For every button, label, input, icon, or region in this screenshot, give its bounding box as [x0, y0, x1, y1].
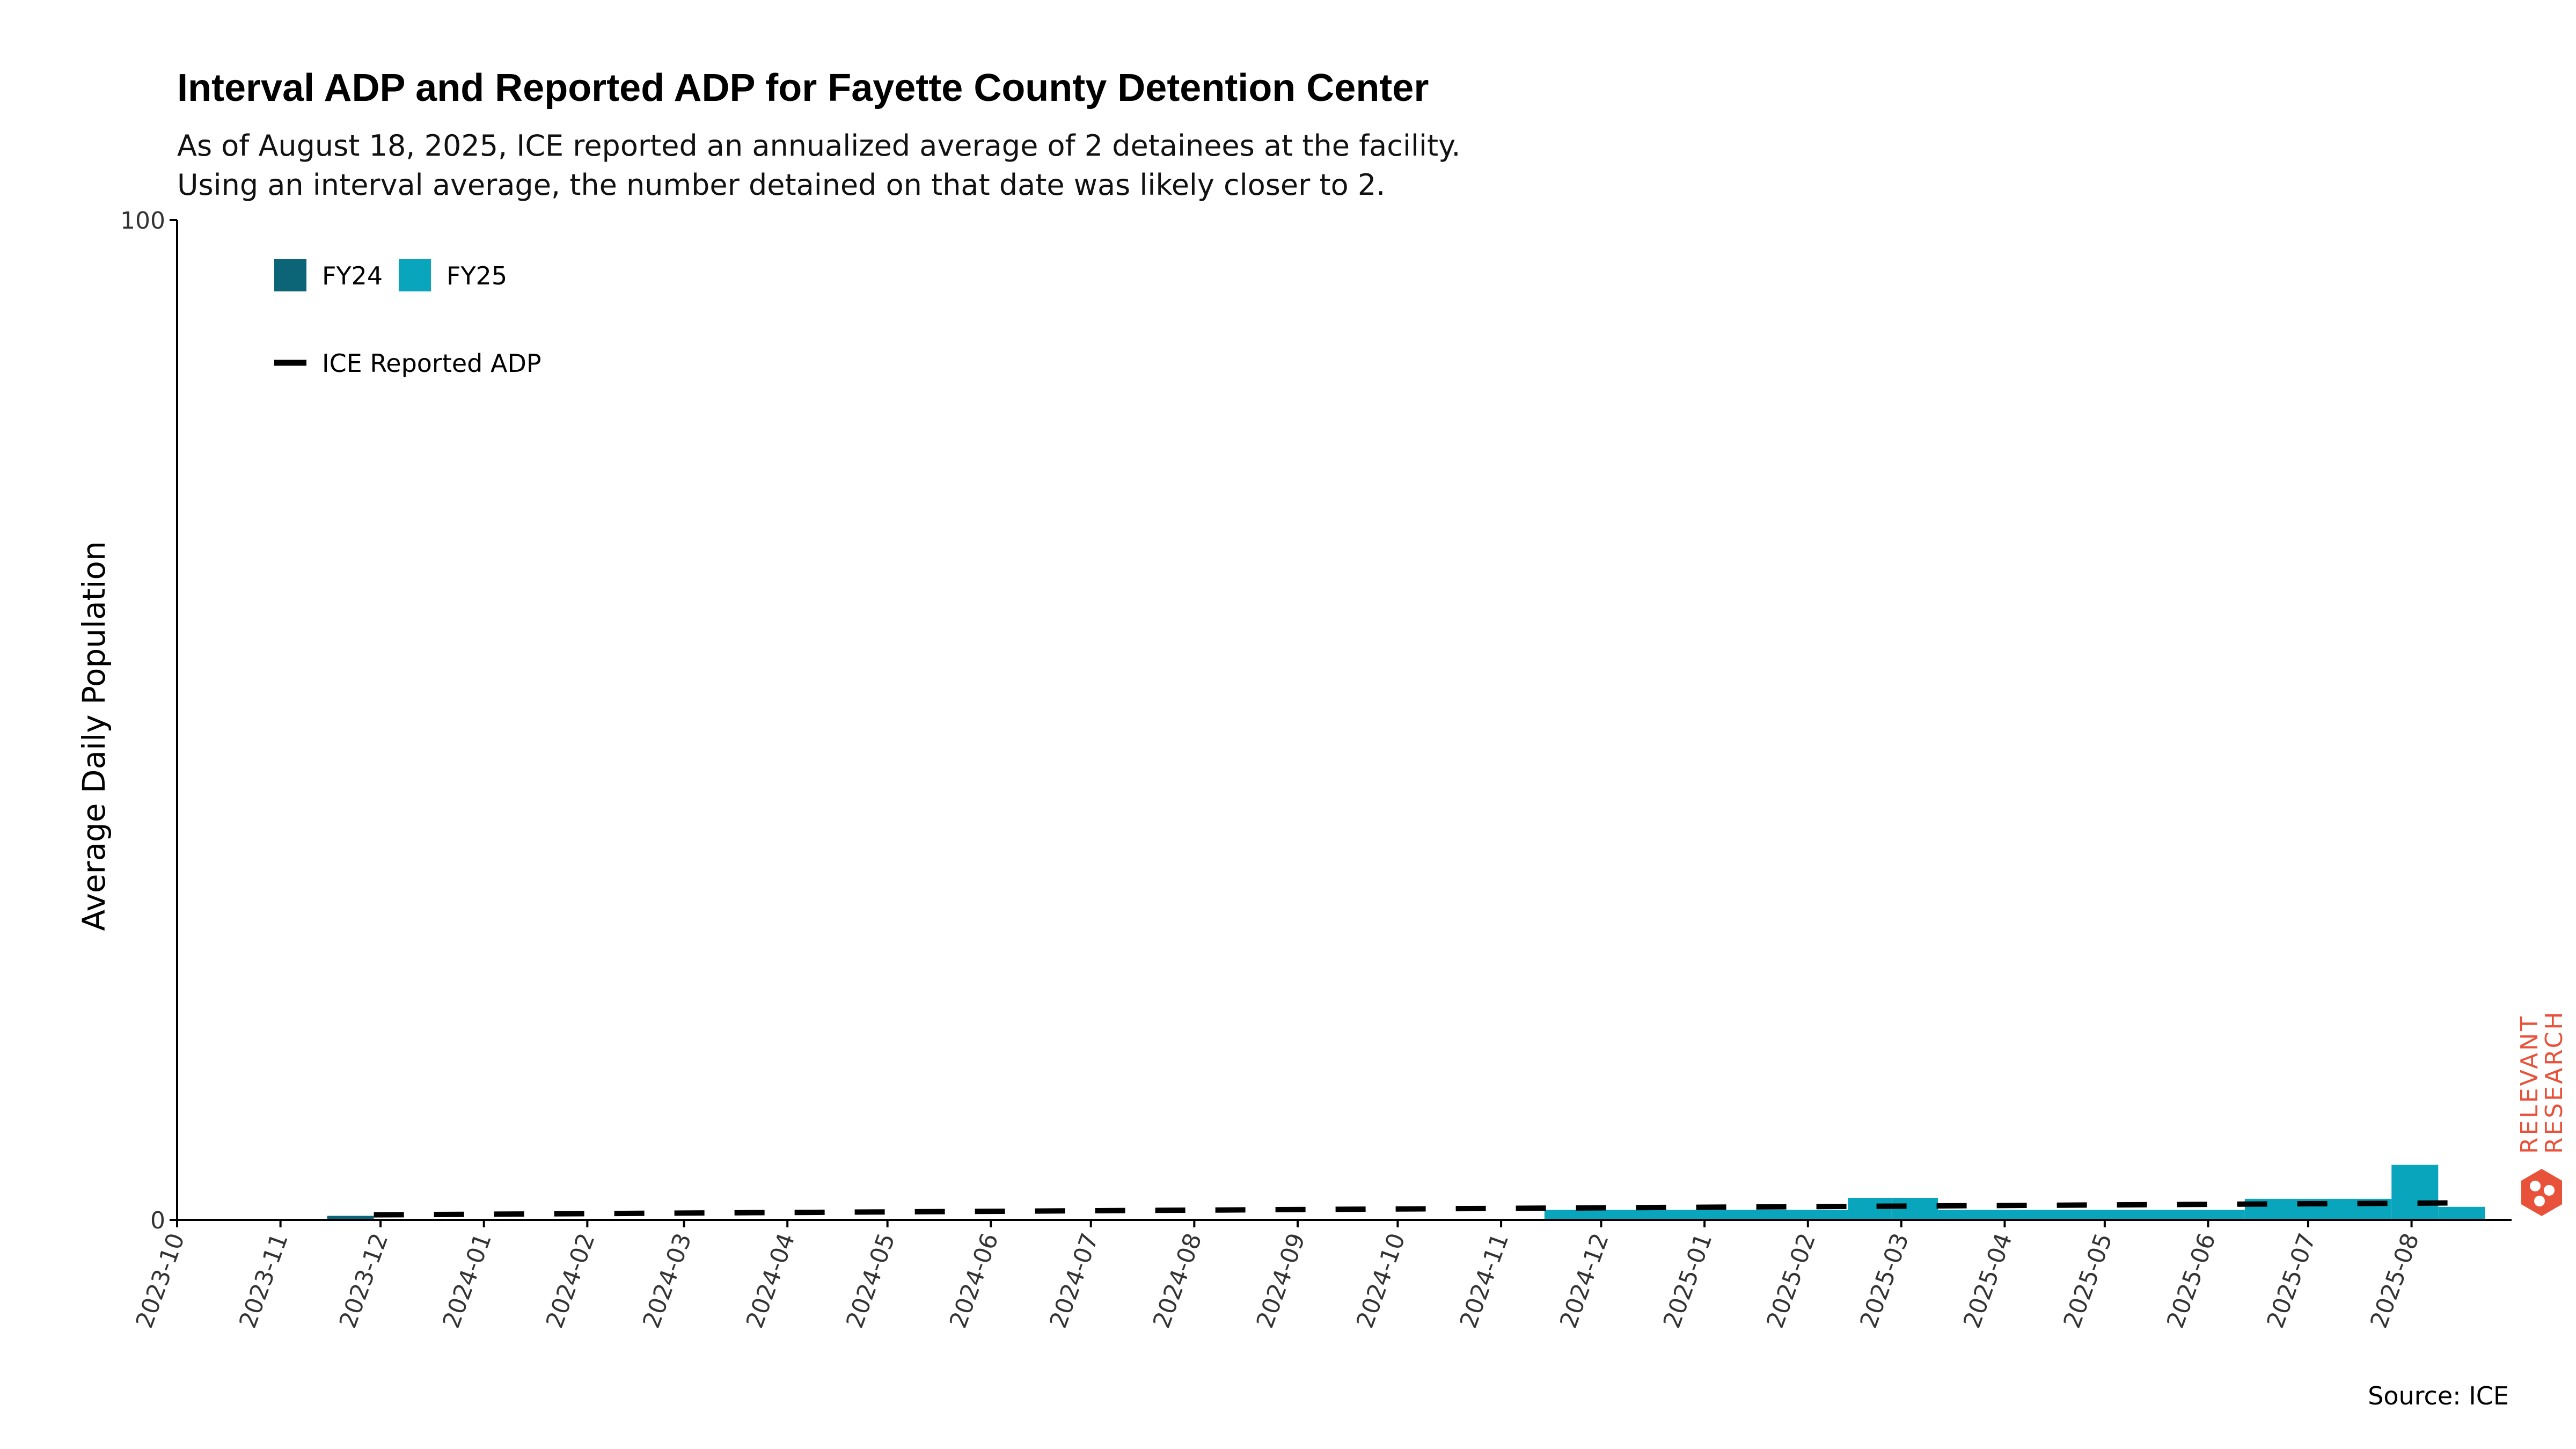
x-tick-label: 2025-08 [2365, 1230, 2425, 1331]
relevant-research-logo: RELEVANT RESEARCH [2516, 1010, 2568, 1216]
x-tick-label: 2024-07 [1044, 1230, 1104, 1331]
interval-bars [327, 1165, 2485, 1220]
x-tick-label: 2024-09 [1252, 1230, 1311, 1331]
x-tick-label: 2025-01 [1658, 1230, 1718, 1331]
x-tick-label: 2024-04 [741, 1230, 801, 1331]
legend: FY24 FY25 ICE Reported ADP [274, 259, 541, 378]
x-tick-label: 2024-10 [1351, 1230, 1411, 1331]
x-tick-label: 2025-07 [2262, 1230, 2321, 1331]
x-tick-label: 2025-03 [1855, 1230, 1914, 1331]
x-tick-label: 2024-03 [638, 1230, 697, 1331]
reported-adp-line [374, 1200, 2469, 1218]
logo-dot-icon [2530, 1181, 2541, 1191]
x-tick-label: 2024-05 [841, 1230, 901, 1331]
subtitle-line-2: Using an interval average, the number de… [177, 168, 1386, 202]
x-tick-label: 2025-06 [2162, 1230, 2221, 1331]
logo-hexagon-icon [2521, 1169, 2562, 1216]
legend-label-reported: ICE Reported ADP [322, 349, 541, 378]
source-note: Source: ICE [2368, 1381, 2509, 1410]
x-tick-label: 2024-02 [541, 1230, 601, 1331]
x-tick-label: 2025-04 [1958, 1230, 2018, 1331]
x-tick-label: 2023-10 [131, 1230, 191, 1331]
x-tick-label: 2023-11 [234, 1230, 294, 1331]
logo-dot-icon [2544, 1185, 2555, 1196]
legend-label-fy24: FY24 [322, 261, 383, 290]
logo-dot-icon [2534, 1196, 2545, 1206]
reported-adp-series [374, 1200, 2469, 1218]
logo-text-line-2: RESEARCH [2541, 1010, 2568, 1154]
logo-text-line-1: RELEVANT [2516, 1014, 2543, 1154]
x-tick-label: 2024-11 [1455, 1230, 1514, 1331]
interval-bar [2438, 1206, 2485, 1220]
x-tick-label: 2024-01 [437, 1230, 497, 1331]
x-tick-label: 2024-12 [1555, 1230, 1614, 1331]
x-tick-label: 2024-08 [1148, 1230, 1208, 1331]
chart-title: Interval ADP and Reported ADP for Fayett… [177, 67, 1429, 109]
y-axis-label: Average Daily Population [76, 541, 112, 931]
subtitle-line-1: As of August 18, 2025, ICE reported an a… [177, 129, 1461, 163]
y-tick-label: 0 [150, 1207, 165, 1234]
y-tick-label: 100 [120, 207, 165, 235]
interval-bar [1938, 1210, 2245, 1220]
x-tick-label: 2023-12 [334, 1230, 394, 1331]
interval-bar [2391, 1165, 2439, 1220]
interval-bar [327, 1216, 374, 1220]
legend-label-fy25: FY25 [447, 261, 507, 290]
legend-swatch-fy25 [399, 259, 431, 291]
x-tick-label: 2025-02 [1761, 1230, 1821, 1331]
x-tick-label: 2024-06 [945, 1230, 1004, 1331]
interval-bar [1544, 1210, 1848, 1220]
interval-bar [1891, 1198, 1938, 1220]
x-tick-label: 2025-05 [2058, 1230, 2118, 1331]
chart-subtitle: As of August 18, 2025, ICE reported an a… [177, 126, 1461, 204]
y-axis-label-group: Average Daily Population [76, 541, 112, 931]
legend-swatch-fy24 [274, 259, 306, 291]
